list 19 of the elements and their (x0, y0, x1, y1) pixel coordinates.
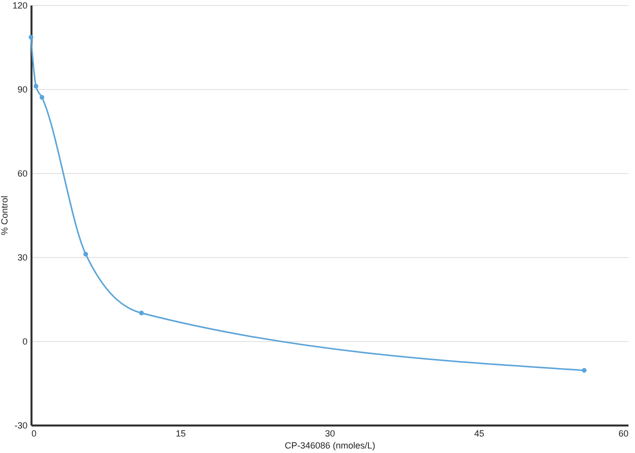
y-tick-label: 120 (12, 0, 28, 10)
y-tick-label: 30 (17, 252, 28, 262)
point (34, 84, 38, 89)
point (83, 252, 88, 257)
point (28, 34, 34, 40)
y-tick-label: -30 (14, 420, 28, 430)
x-tick-label: 15 (176, 428, 186, 438)
point (582, 368, 587, 373)
point (139, 310, 144, 316)
x-axis-title: CP-346086 (nmoles/L) (284, 440, 376, 450)
x-tick-label: 30 (324, 428, 336, 438)
y-tick-label: 90 (17, 84, 28, 94)
y-tick-label: 60 (17, 168, 28, 178)
y-axis-title: % Control (0, 196, 10, 236)
point (40, 95, 44, 100)
y-tick-label: 0 (22, 336, 28, 346)
x-tick-label: 60 (618, 428, 628, 438)
x-tick-label: 0 (32, 428, 37, 438)
x-tick-label: 45 (474, 428, 484, 438)
